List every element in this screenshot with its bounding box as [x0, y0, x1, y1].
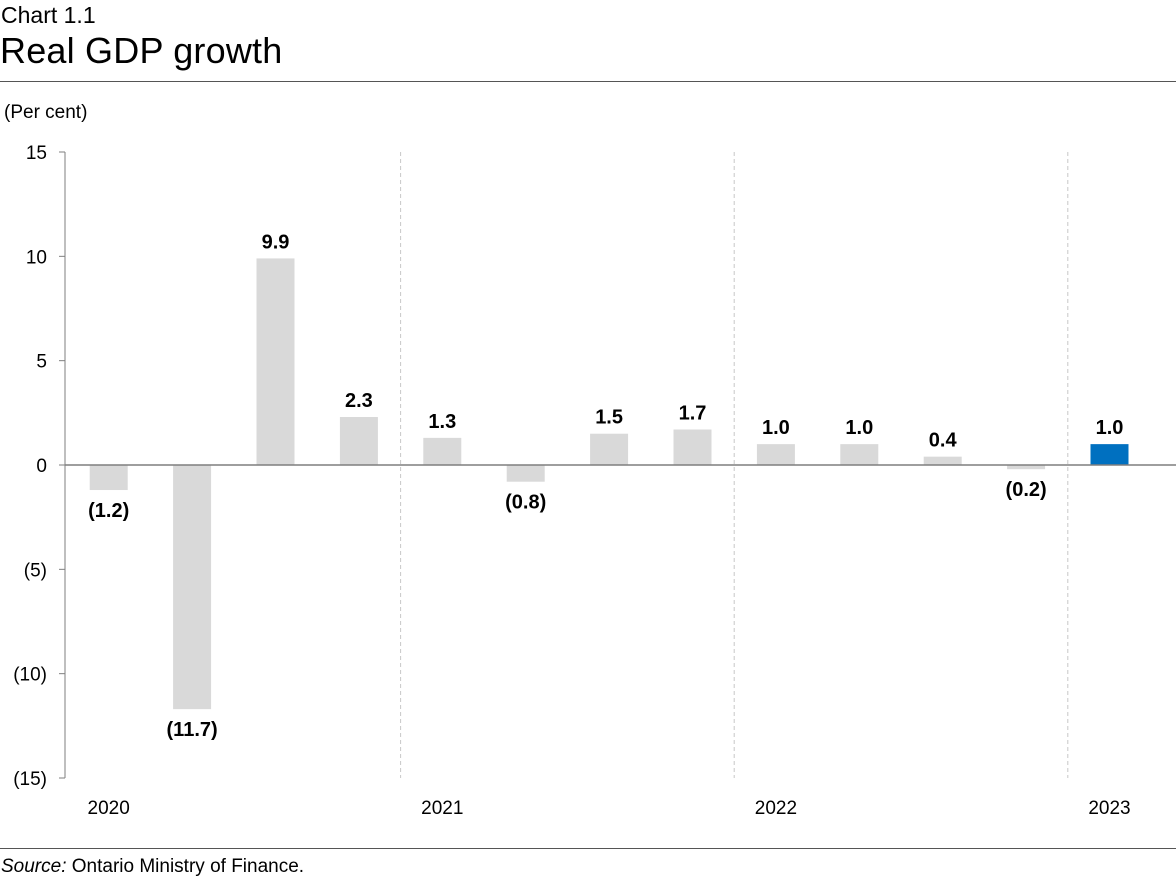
x-year-label: 2022 — [755, 798, 797, 819]
bar — [673, 429, 712, 465]
source-prefix: Source: — [1, 856, 67, 877]
bar-value-label: 1.3 — [428, 411, 456, 433]
bar-value-label: 0.4 — [929, 430, 958, 452]
bar — [590, 433, 629, 465]
x-year-label: 2021 — [421, 798, 463, 819]
x-year-label: 2023 — [1088, 798, 1130, 819]
bar-value-label: 9.9 — [262, 231, 290, 253]
bar — [1007, 465, 1046, 470]
bar — [923, 456, 962, 465]
header-divider — [0, 81, 1176, 82]
source-note: Source: Ontario Ministry of Finance. — [1, 856, 304, 878]
bar-value-label: 1.0 — [845, 417, 873, 439]
bar-value-label: (0.2) — [1006, 479, 1047, 501]
y-tick-label: 10 — [26, 247, 47, 268]
bar-value-label: 1.0 — [1096, 417, 1124, 439]
bar — [840, 444, 879, 465]
source-text: Ontario Ministry of Finance. — [66, 856, 305, 877]
bar-value-label: 1.7 — [679, 403, 707, 425]
bar — [89, 465, 128, 491]
bar — [256, 258, 295, 465]
bar-value-label: (1.2) — [88, 500, 129, 522]
y-tick-label: (5) — [24, 560, 47, 581]
chart-title: Real GDP growth — [0, 30, 283, 71]
bar-value-label: 1.0 — [762, 417, 790, 439]
y-tick-label: (15) — [13, 769, 47, 790]
bar-value-label: (0.8) — [505, 492, 546, 514]
bar-value-label: 2.3 — [345, 390, 373, 412]
x-year-label: 2020 — [88, 798, 130, 819]
bar — [756, 444, 795, 465]
bar — [339, 417, 378, 465]
bar — [1090, 444, 1129, 465]
chart-number: Chart 1.1 — [1, 2, 96, 28]
y-axis-unit-label: (Per cent) — [4, 102, 88, 123]
y-tick-label: 5 — [36, 352, 47, 373]
bar — [173, 465, 212, 710]
bar-value-label: 1.5 — [595, 407, 623, 429]
y-tick-label: 0 — [36, 456, 47, 477]
y-tick-label: 15 — [26, 143, 47, 164]
y-tick-label: (10) — [13, 665, 47, 686]
bar-value-label: (11.7) — [167, 719, 218, 741]
bar — [506, 465, 545, 482]
footer-divider — [0, 848, 1176, 849]
bar — [423, 437, 462, 465]
